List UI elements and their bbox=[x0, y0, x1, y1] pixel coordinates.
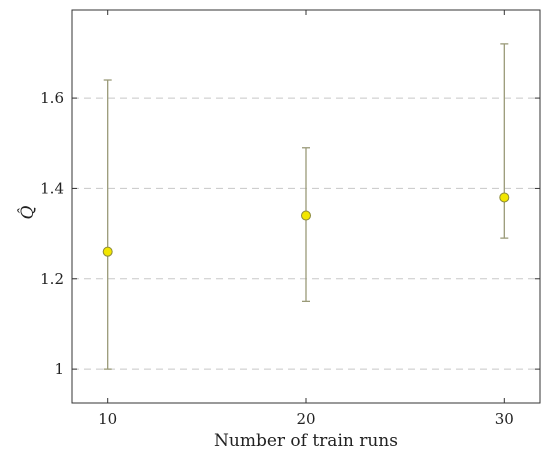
axis-ticks: 1 1.2 1.4 1.6 10 20 30 bbox=[40, 10, 540, 428]
data-point bbox=[499, 192, 510, 203]
x-tick-label: 20 bbox=[296, 410, 315, 428]
y-tick-label: 1 bbox=[54, 360, 64, 378]
y-tick-label: 1.4 bbox=[40, 179, 64, 197]
error-bars bbox=[103, 43, 509, 370]
data-points bbox=[102, 192, 510, 257]
y-axis-label: Q̂ bbox=[18, 205, 38, 219]
x-axis-label: Number of train runs bbox=[214, 431, 398, 451]
x-tick-label: 10 bbox=[98, 410, 117, 428]
data-point bbox=[102, 246, 113, 257]
y-tick-label: 1.6 bbox=[40, 89, 64, 107]
x-tick-label: 30 bbox=[495, 410, 514, 428]
data-point bbox=[301, 210, 311, 221]
y-tick-label: 1.2 bbox=[40, 270, 64, 288]
